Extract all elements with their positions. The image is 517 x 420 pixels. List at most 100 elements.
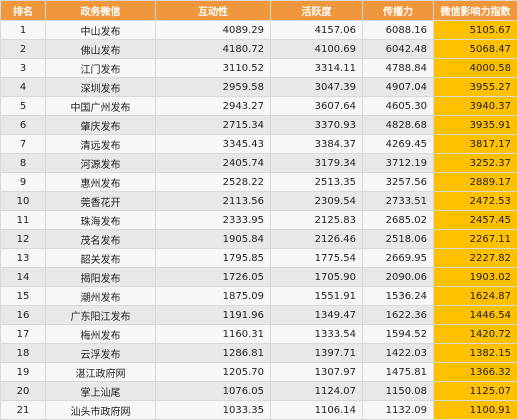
interactivity-cell: 2528.22: [156, 173, 271, 192]
influence-index-cell: 1125.07: [434, 382, 517, 401]
interactivity-cell: 1875.09: [156, 287, 271, 306]
influence-index-cell: 1624.87: [434, 287, 517, 306]
account-name-cell: 广东阳江发布: [46, 306, 156, 325]
influence-index-cell: 5068.47: [434, 40, 517, 59]
influence-index-cell: 1100.91: [434, 401, 517, 420]
reach-cell: 6088.16: [363, 21, 434, 40]
account-name-cell: 江门发布: [46, 59, 156, 78]
account-name-cell: 中山发布: [46, 21, 156, 40]
reach-cell: 4788.84: [363, 59, 434, 78]
interactivity-cell: 3345.43: [156, 135, 271, 154]
activity-cell: 2309.54: [271, 192, 363, 211]
influence-index-cell: 5105.67: [434, 21, 517, 40]
reach-cell: 2669.95: [363, 249, 434, 268]
influence-index-cell: 2457.45: [434, 211, 517, 230]
rank-cell: 9: [1, 173, 46, 192]
reach-cell: 4828.68: [363, 116, 434, 135]
influence-index-cell: 3940.37: [434, 97, 517, 116]
rank-cell: 15: [1, 287, 46, 306]
activity-cell: 2126.46: [271, 230, 363, 249]
rank-cell: 17: [1, 325, 46, 344]
reach-cell: 2090.06: [363, 268, 434, 287]
reach-cell: 1422.03: [363, 344, 434, 363]
reach-cell: 1475.81: [363, 363, 434, 382]
rank-cell: 19: [1, 363, 46, 382]
activity-cell: 1349.47: [271, 306, 363, 325]
rank-cell: 14: [1, 268, 46, 287]
influence-index-cell: 1903.02: [434, 268, 517, 287]
account-name-cell: 汕头市政府网: [46, 401, 156, 420]
influence-index-cell: 3935.91: [434, 116, 517, 135]
rank-cell: 1: [1, 21, 46, 40]
influence-index-cell: 1420.72: [434, 325, 517, 344]
interactivity-cell: 1191.96: [156, 306, 271, 325]
rank-cell: 4: [1, 78, 46, 97]
activity-cell: 4157.06: [271, 21, 363, 40]
interactivity-cell: 1726.05: [156, 268, 271, 287]
activity-cell: 1705.90: [271, 268, 363, 287]
activity-cell: 3314.11: [271, 59, 363, 78]
influence-index-cell: 3252.37: [434, 154, 517, 173]
header-reach: 传播力: [363, 1, 434, 21]
rank-cell: 11: [1, 211, 46, 230]
interactivity-cell: 2943.27: [156, 97, 271, 116]
interactivity-cell: 2959.58: [156, 78, 271, 97]
account-name-cell: 掌上汕尾: [46, 382, 156, 401]
reach-cell: 1132.09: [363, 401, 434, 420]
activity-cell: 3607.64: [271, 97, 363, 116]
account-name-cell: 揭阳发布: [46, 268, 156, 287]
activity-cell: 1106.14: [271, 401, 363, 420]
account-name-cell: 茂名发布: [46, 230, 156, 249]
reach-cell: 6042.48: [363, 40, 434, 59]
header-account: 政务微信: [46, 1, 156, 21]
rank-cell: 8: [1, 154, 46, 173]
rank-cell: 7: [1, 135, 46, 154]
interactivity-cell: 2405.74: [156, 154, 271, 173]
activity-cell: 4100.69: [271, 40, 363, 59]
interactivity-cell: 2333.95: [156, 211, 271, 230]
interactivity-cell: 1286.81: [156, 344, 271, 363]
account-name-cell: 珠海发布: [46, 211, 156, 230]
interactivity-cell: 1160.31: [156, 325, 271, 344]
header-activity: 活跃度: [271, 1, 363, 21]
reach-cell: 3712.19: [363, 154, 434, 173]
rank-cell: 18: [1, 344, 46, 363]
influence-index-cell: 2472.53: [434, 192, 517, 211]
interactivity-cell: 1205.70: [156, 363, 271, 382]
account-name-cell: 潮州发布: [46, 287, 156, 306]
interactivity-cell: 2113.56: [156, 192, 271, 211]
header-influence-index: 微信影响力指数: [434, 1, 517, 21]
activity-cell: 3370.93: [271, 116, 363, 135]
reach-cell: 2685.02: [363, 211, 434, 230]
rank-cell: 3: [1, 59, 46, 78]
account-name-cell: 云浮发布: [46, 344, 156, 363]
activity-cell: 3179.34: [271, 154, 363, 173]
interactivity-cell: 1905.84: [156, 230, 271, 249]
interactivity-cell: 4180.72: [156, 40, 271, 59]
activity-cell: 1124.07: [271, 382, 363, 401]
account-name-cell: 深圳发布: [46, 78, 156, 97]
interactivity-cell: 1033.35: [156, 401, 271, 420]
influence-index-cell: 4000.58: [434, 59, 517, 78]
interactivity-cell: 3110.52: [156, 59, 271, 78]
account-name-cell: 莞香花开: [46, 192, 156, 211]
header-interactivity: 互动性: [156, 1, 271, 21]
activity-cell: 1333.54: [271, 325, 363, 344]
rank-cell: 12: [1, 230, 46, 249]
